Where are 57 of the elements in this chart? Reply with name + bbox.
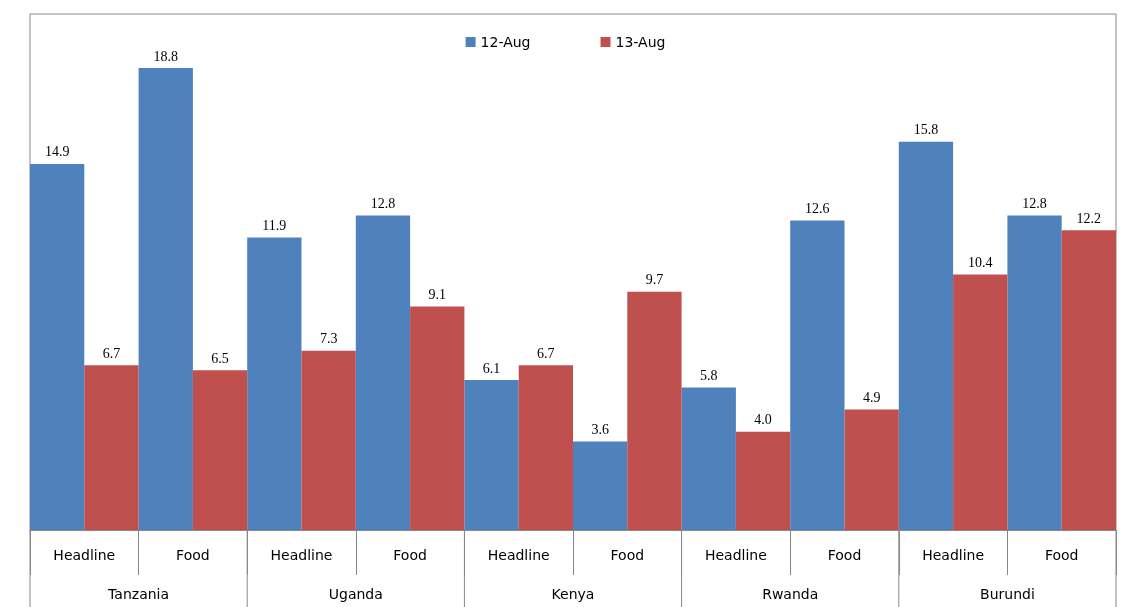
- x-tick-label: Headline: [270, 547, 333, 563]
- bar: [410, 306, 465, 530]
- data-label: 6.7: [102, 345, 121, 361]
- text: Kenya: [551, 586, 595, 602]
- data-label: 4.0: [754, 412, 772, 428]
- data-label: 6.5: [211, 350, 229, 366]
- text: Uganda: [328, 586, 383, 602]
- data-label: 6.1: [482, 360, 501, 376]
- data-label: 3.6: [591, 422, 609, 438]
- data-label: 12.2: [1076, 210, 1102, 226]
- bar: [681, 387, 736, 530]
- bar: [953, 274, 1008, 530]
- legend-label: 13-Aug: [615, 34, 666, 50]
- x-tick-label: Food: [827, 547, 862, 563]
- x-tick-label: Headline: [53, 547, 116, 563]
- bar: [138, 68, 193, 530]
- data-label: 12.8: [370, 195, 396, 211]
- bar: [464, 380, 519, 530]
- bar: [1007, 215, 1062, 530]
- bar: [192, 370, 248, 530]
- x-tick-label: Headline: [704, 547, 767, 563]
- x-tick-label: Headline: [487, 547, 550, 563]
- x-tick-label: Food: [1044, 547, 1079, 563]
- x-tick-label: Headline: [922, 547, 985, 563]
- data-label: 18.8: [153, 48, 178, 64]
- data-label: 9.1: [428, 286, 446, 302]
- bar: [627, 291, 682, 530]
- data-label: 6.7: [537, 345, 555, 361]
- bar: [518, 365, 573, 530]
- x-tick-label: Food: [610, 547, 645, 563]
- data-label: 7.3: [319, 331, 338, 347]
- bar: [1061, 230, 1116, 530]
- bar: [790, 220, 845, 530]
- bar: [898, 141, 954, 530]
- data-label: 5.8: [700, 367, 718, 383]
- bar: [247, 237, 302, 530]
- data-label: 14.9: [44, 144, 70, 160]
- bar: [844, 409, 899, 530]
- bar: [735, 431, 791, 530]
- data-label: 15.8: [913, 122, 939, 138]
- bar: [573, 441, 628, 530]
- data-label: 11.9: [262, 218, 287, 234]
- data-label: 4.9: [862, 390, 881, 406]
- data-label: 9.7: [645, 272, 664, 288]
- text: Rwanda: [762, 586, 819, 602]
- text: Burundi: [980, 586, 1035, 602]
- legend-label: 12-Aug: [480, 34, 531, 50]
- x-tick-label: Food: [393, 547, 427, 563]
- data-label: 12.8: [1022, 195, 1047, 211]
- bar: [84, 365, 139, 530]
- bar: [30, 163, 85, 530]
- x-tick-label: Food: [176, 547, 210, 563]
- bar: [301, 350, 356, 530]
- bar: [355, 215, 411, 530]
- text: Tanzania: [107, 586, 170, 602]
- data-label: 10.4: [968, 254, 993, 270]
- data-label: 12.6: [805, 200, 830, 216]
